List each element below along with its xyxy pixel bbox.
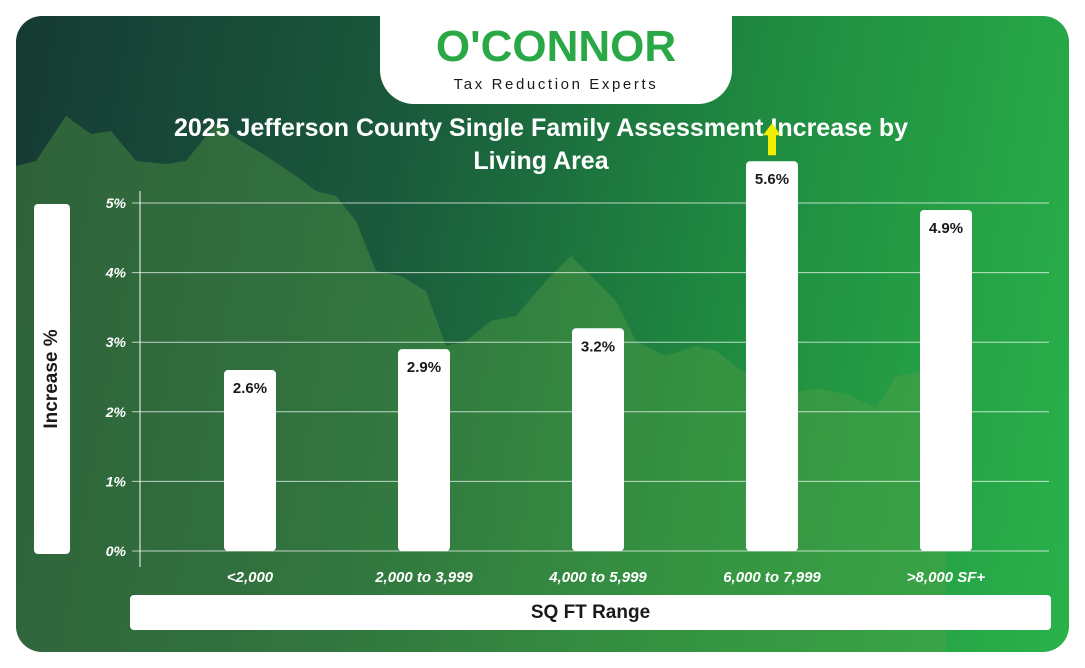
x-tick-label: <2,000 (227, 569, 274, 586)
bar (224, 370, 276, 551)
y-tick-label: 4% (105, 265, 127, 281)
data-label: 2.9% (407, 359, 441, 376)
y-axis-label-box (34, 204, 70, 554)
up-arrow-icon (763, 123, 781, 156)
bar (572, 328, 624, 551)
data-label: 3.2% (581, 338, 615, 355)
y-tick-label: 2% (105, 404, 127, 420)
chart-title: 2025 Jefferson County Single Family Asse… (173, 114, 909, 175)
data-label: 2.6% (233, 380, 267, 397)
x-axis-label: SQ FT Range (530, 602, 651, 623)
y-tick-label: 1% (106, 473, 127, 489)
x-tick-label: 4,000 to 5,999 (548, 569, 647, 586)
bar (920, 209, 972, 551)
data-label: 4.9% (929, 220, 963, 237)
bar (398, 349, 450, 551)
x-tick-label: 2,000 to 3,999 (374, 569, 473, 586)
y-tick-label: 3% (106, 334, 127, 350)
logo-tagline: Tax Reduction Experts (453, 76, 659, 93)
bar-chart-plot: 0% 1% 2% 3% 4% 5% 2.6% <2,000 2.9% 2,000 to 3,999… (105, 123, 1049, 586)
x-tick-label: 6,000 to 7,999 (723, 569, 821, 586)
y-tick-label: 0% (106, 543, 127, 559)
x-axis-label-box (130, 595, 1051, 630)
data-label: 5.6% (755, 171, 789, 188)
logo-tab: O'CONNOR Tax Reduction Experts (380, 16, 732, 104)
y-tick-label: 5% (106, 195, 127, 211)
chart-card: O'CONNOR Tax Reduction Experts 2025 Jeff… (16, 16, 1069, 652)
x-tick-label: >8,000 SF+ (907, 569, 986, 586)
logo-wordmark: O'CONNOR (435, 22, 677, 71)
bar (746, 161, 798, 552)
